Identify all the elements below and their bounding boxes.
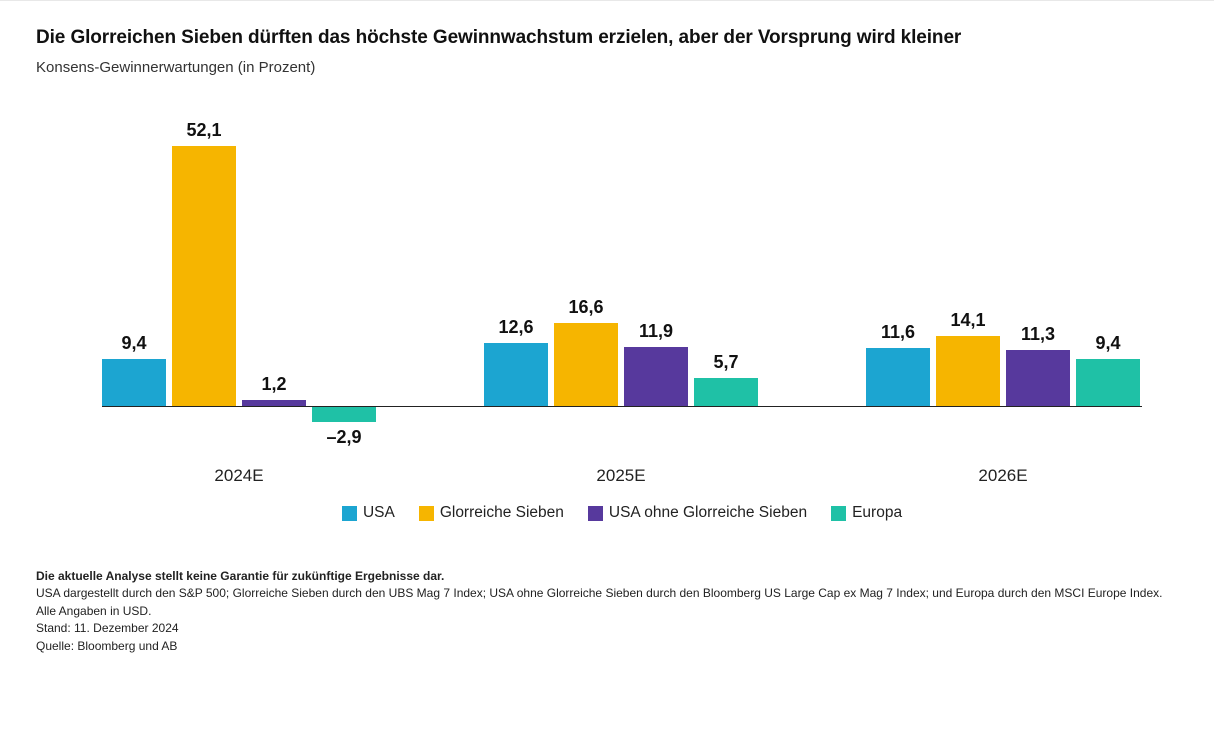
chart-subtitle: Konsens-Gewinnerwartungen (in Prozent)	[36, 59, 1178, 76]
bar	[1076, 359, 1140, 406]
bar-value-label: 11,9	[639, 321, 673, 342]
bar	[242, 400, 306, 406]
bar-value-label: 5,7	[713, 352, 738, 373]
chart-container: Die Glorreichen Sieben dürften das höchs…	[0, 1, 1214, 742]
chart-plot: 9,4 52,1 1,2 –2,9 2024E 12,6 16,6 11,9 5,7 2025E 1…	[102, 106, 1142, 486]
legend-label: Europa	[852, 504, 902, 522]
chart-area: 9,4 52,1 1,2 –2,9 2024E 12,6 16,6 11,9 5,7 2025E 1…	[36, 106, 1142, 546]
bar-value-label: 52,1	[186, 120, 221, 141]
bar	[102, 359, 166, 406]
bar	[694, 378, 758, 407]
footnote-disclaimer: Die aktuelle Analyse stellt keine Garant…	[36, 568, 1178, 585]
category-label: 2025E	[596, 466, 645, 486]
bar	[312, 407, 376, 422]
legend-item: Europa	[831, 504, 902, 522]
bar-value-label: 9,4	[121, 333, 146, 354]
legend-swatch	[419, 506, 434, 521]
legend-item: Glorreiche Sieben	[419, 504, 564, 522]
bar	[624, 347, 688, 407]
bar	[936, 336, 1000, 407]
bar	[866, 348, 930, 406]
axis-baseline	[102, 406, 1142, 407]
category-label: 2026E	[978, 466, 1027, 486]
bar-value-label: 11,3	[1021, 324, 1055, 345]
legend-swatch	[588, 506, 603, 521]
category-label: 2024E	[214, 466, 263, 486]
footnotes: Die aktuelle Analyse stellt keine Garant…	[36, 568, 1178, 655]
bar-value-label: 16,6	[568, 297, 603, 318]
bar-value-label: 9,4	[1095, 333, 1120, 354]
legend-item: USA ohne Glorreiche Sieben	[588, 504, 807, 522]
footnote-line-1: USA dargestellt durch den S&P 500; Glorr…	[36, 585, 1178, 620]
bar	[484, 343, 548, 406]
footnote-line-2: Stand: 11. Dezember 2024	[36, 620, 1178, 637]
legend-label: USA	[363, 504, 395, 522]
legend-label: USA ohne Glorreiche Sieben	[609, 504, 807, 522]
bar-value-label: 12,6	[498, 317, 533, 338]
bar-value-label: 14,1	[950, 310, 985, 331]
chart-title: Die Glorreichen Sieben dürften das höchs…	[36, 27, 1178, 49]
chart-legend: USA Glorreiche Sieben USA ohne Glorreiche …	[102, 504, 1142, 522]
bar-value-label: 11,6	[881, 322, 915, 343]
legend-item: USA	[342, 504, 395, 522]
bar	[172, 146, 236, 407]
legend-swatch	[831, 506, 846, 521]
bar	[554, 323, 618, 406]
legend-swatch	[342, 506, 357, 521]
footnote-line-3: Quelle: Bloomberg und AB	[36, 638, 1178, 655]
bar	[1006, 350, 1070, 407]
bar-value-label: –2,9	[326, 427, 361, 448]
legend-label: Glorreiche Sieben	[440, 504, 564, 522]
bar-value-label: 1,2	[261, 374, 286, 395]
